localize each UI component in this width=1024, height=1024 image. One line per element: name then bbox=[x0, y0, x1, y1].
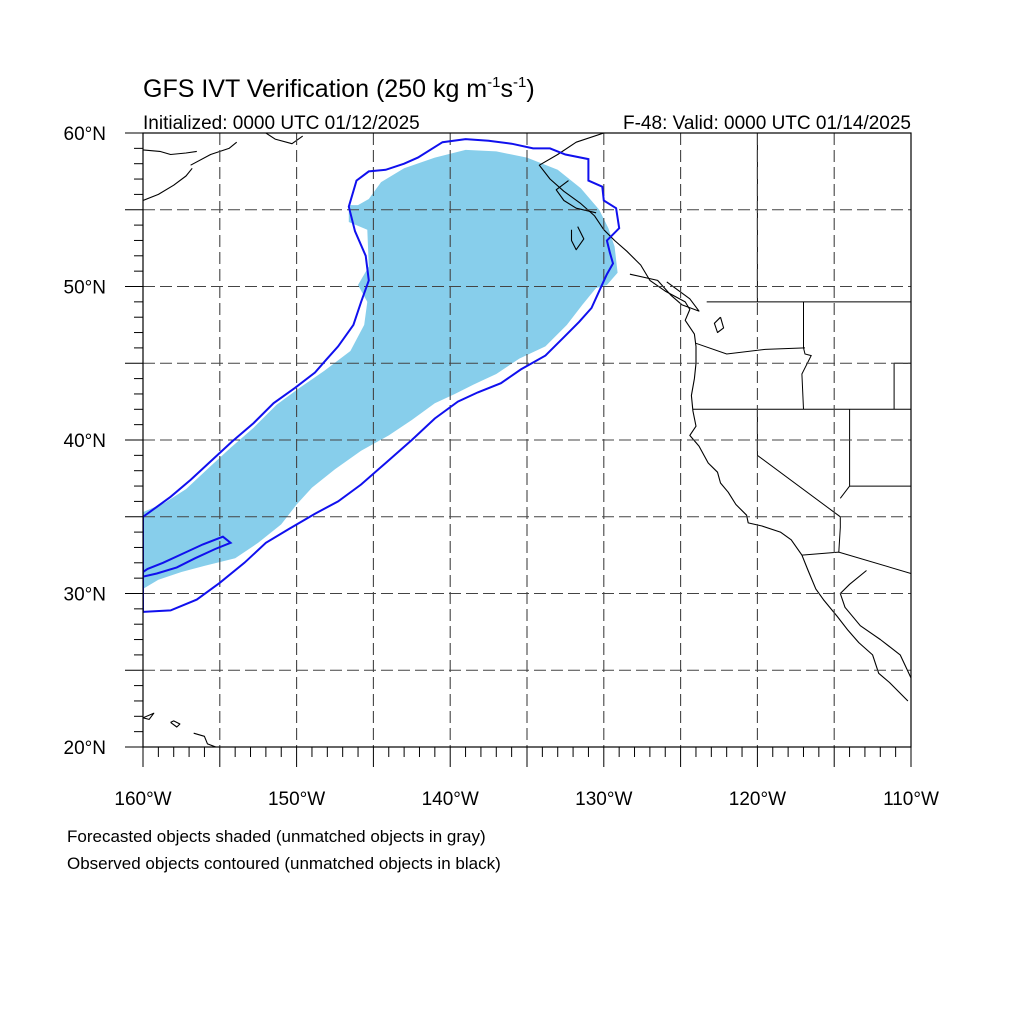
lat-label: 50°N bbox=[64, 278, 106, 299]
map-plot-area bbox=[143, 133, 911, 747]
lat-label: 20°N bbox=[64, 738, 106, 759]
lon-label: 130°W bbox=[575, 789, 632, 810]
observed-object-contour bbox=[143, 138, 621, 613]
coastline-segment bbox=[713, 316, 725, 334]
axis-ticks bbox=[125, 132, 912, 767]
coastline-segment bbox=[839, 570, 911, 680]
political-borders bbox=[692, 133, 911, 574]
lat-label: 60°N bbox=[64, 124, 106, 145]
coastline-segment bbox=[555, 180, 597, 214]
longitude-labels: 160°W 150°W 140°W 130°W 120°W 110°W bbox=[114, 789, 939, 810]
lon-label: 110°W bbox=[883, 789, 939, 810]
lat-label: 30°N bbox=[64, 585, 106, 606]
lon-label: 160°W bbox=[114, 789, 171, 810]
border-segment bbox=[756, 409, 841, 553]
lat-label: 40°N bbox=[64, 431, 106, 452]
graticule-gridlines bbox=[143, 133, 911, 747]
initialized-label: Initialized: 0000 UTC 01/12/2025 bbox=[143, 113, 420, 134]
coastline-segment bbox=[143, 712, 155, 720]
coastline-segment bbox=[193, 732, 218, 747]
border-segment bbox=[695, 342, 806, 355]
map-title: GFS IVT Verification (250 kg m-1s-1) bbox=[143, 74, 535, 103]
latitude-labels: 60°N 50°N 40°N 30°N 20°N bbox=[64, 124, 106, 759]
lon-label: 150°W bbox=[268, 789, 325, 810]
coastline-segment bbox=[170, 720, 181, 728]
coastline-segment bbox=[538, 133, 909, 702]
coastline-segment bbox=[570, 226, 585, 251]
coastlines bbox=[143, 133, 911, 747]
forecast-object-shading bbox=[143, 149, 618, 589]
coastline-segment bbox=[143, 149, 197, 156]
coastline-segment bbox=[265, 133, 304, 145]
border-segment bbox=[801, 551, 911, 574]
lon-label: 120°W bbox=[729, 789, 786, 810]
coastline-segment bbox=[190, 141, 238, 166]
valid-time-label: F-48: Valid: 0000 UTC 01/14/2025 bbox=[623, 113, 911, 134]
lon-label: 140°W bbox=[422, 789, 479, 810]
footnote-observed: Observed objects contoured (unmatched ob… bbox=[67, 854, 501, 873]
coastline-segment bbox=[143, 167, 193, 202]
observed-object-inner-contour bbox=[143, 535, 233, 578]
border-segment bbox=[839, 409, 851, 499]
coastline-segment bbox=[629, 273, 700, 312]
border-segment bbox=[801, 301, 812, 410]
footnote-forecast: Forecasted objects shaded (unmatched obj… bbox=[67, 827, 486, 846]
